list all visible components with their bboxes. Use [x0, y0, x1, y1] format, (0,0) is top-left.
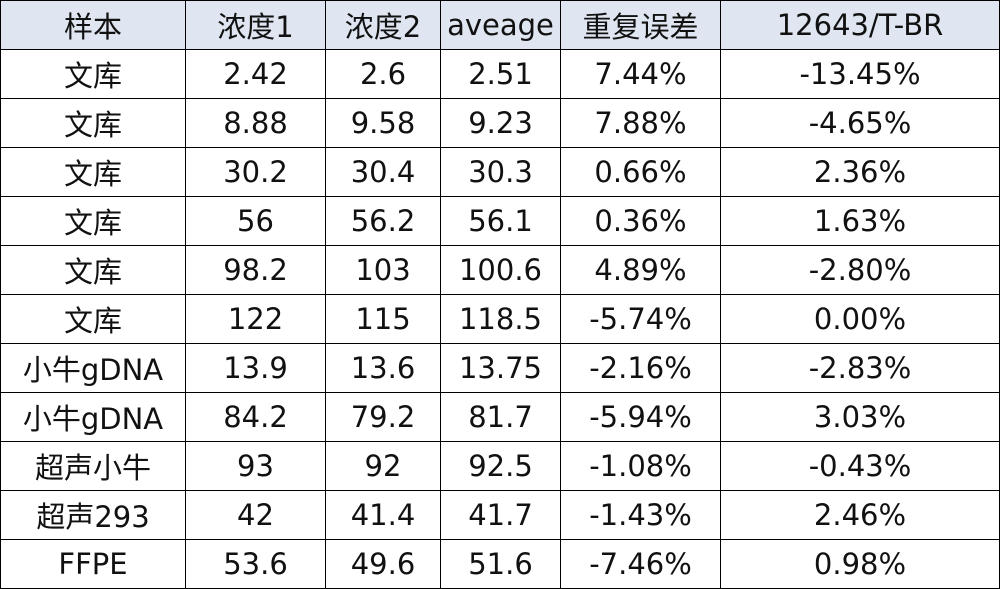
table-cell: -0.43%: [720, 441, 1000, 491]
table-row: 文库 98.2 103 100.6 4.89% -2.80%: [0, 245, 1000, 295]
table-cell: 103: [325, 245, 441, 295]
table-cell: -2.83%: [720, 343, 1000, 393]
table-cell: 41.4: [325, 490, 441, 540]
table-cell: 2.46%: [720, 490, 1000, 540]
table-cell: 8.88: [185, 98, 326, 148]
header-cell: 浓度1: [185, 0, 326, 50]
table-cell: 92: [325, 441, 441, 491]
table-row: 文库 8.88 9.58 9.23 7.88% -4.65%: [0, 98, 1000, 148]
table-cell: 56.2: [325, 196, 441, 246]
table-cell: 9.58: [325, 98, 441, 148]
table-cell: 0.98%: [720, 539, 1000, 589]
table-cell: 13.6: [325, 343, 441, 393]
table-cell: 4.89%: [560, 245, 721, 295]
table-cell: 文库: [0, 196, 186, 246]
table-cell: 42: [185, 490, 326, 540]
table-cell: 13.9: [185, 343, 326, 393]
table-cell: 98.2: [185, 245, 326, 295]
table-cell: 超声小牛: [0, 441, 186, 491]
table-cell: 超声293: [0, 490, 186, 540]
header-cell: 12643/T-BR: [720, 0, 1000, 50]
header-cell: 浓度2: [325, 0, 441, 50]
table-cell: 30.3: [440, 147, 561, 197]
table-cell: 文库: [0, 245, 186, 295]
table-cell: 56.1: [440, 196, 561, 246]
table-cell: 41.7: [440, 490, 561, 540]
table-cell: 0.66%: [560, 147, 721, 197]
table-row: 文库 2.42 2.6 2.51 7.44% -13.45%: [0, 49, 1000, 99]
table-cell: 7.88%: [560, 98, 721, 148]
table-row: 文库 56 56.2 56.1 0.36% 1.63%: [0, 196, 1000, 246]
header-row: 样本 浓度1 浓度2 aveage 重复误差 12643/T-BR: [0, 0, 1000, 50]
table-cell: 30.4: [325, 147, 441, 197]
table-cell: -7.46%: [560, 539, 721, 589]
table-cell: 81.7: [440, 392, 561, 442]
table-row: 文库 122 115 118.5 -5.74% 0.00%: [0, 294, 1000, 344]
table-cell: 1.63%: [720, 196, 1000, 246]
table-cell: 115: [325, 294, 441, 344]
table-cell: 文库: [0, 294, 186, 344]
table-row: 小牛gDNA 13.9 13.6 13.75 -2.16% -2.83%: [0, 343, 1000, 393]
table-cell: 51.6: [440, 539, 561, 589]
header-cell: aveage: [440, 0, 561, 50]
table-cell: 小牛gDNA: [0, 392, 186, 442]
table-cell: 0.00%: [720, 294, 1000, 344]
table-cell: 53.6: [185, 539, 326, 589]
table-cell: 2.36%: [720, 147, 1000, 197]
table-row: 超声293 42 41.4 41.7 -1.43% 2.46%: [0, 490, 1000, 540]
table-row: 文库 30.2 30.4 30.3 0.66% 2.36%: [0, 147, 1000, 197]
table-cell: 93: [185, 441, 326, 491]
table-cell: 49.6: [325, 539, 441, 589]
header-cell: 重复误差: [560, 0, 721, 50]
table-cell: -1.08%: [560, 441, 721, 491]
table-cell: 文库: [0, 147, 186, 197]
table-cell: -2.16%: [560, 343, 721, 393]
table-cell: 2.51: [440, 49, 561, 99]
table-cell: -2.80%: [720, 245, 1000, 295]
table-cell: -13.45%: [720, 49, 1000, 99]
table-cell: -5.94%: [560, 392, 721, 442]
table-cell: -5.74%: [560, 294, 721, 344]
table-cell: 2.42: [185, 49, 326, 99]
table-row: 小牛gDNA 84.2 79.2 81.7 -5.94% 3.03%: [0, 392, 1000, 442]
table-cell: 3.03%: [720, 392, 1000, 442]
table-cell: 92.5: [440, 441, 561, 491]
table-cell: 84.2: [185, 392, 326, 442]
table-cell: 小牛gDNA: [0, 343, 186, 393]
table-cell: 7.44%: [560, 49, 721, 99]
table-cell: 122: [185, 294, 326, 344]
table-cell: FFPE: [0, 539, 186, 589]
table-cell: -1.43%: [560, 490, 721, 540]
table-cell: 9.23: [440, 98, 561, 148]
table-cell: 100.6: [440, 245, 561, 295]
table-row: FFPE 53.6 49.6 51.6 -7.46% 0.98%: [0, 539, 1000, 589]
table-cell: 13.75: [440, 343, 561, 393]
table-cell: -4.65%: [720, 98, 1000, 148]
table-cell: 文库: [0, 98, 186, 148]
table-row: 超声小牛 93 92 92.5 -1.08% -0.43%: [0, 441, 1000, 491]
table-cell: 56: [185, 196, 326, 246]
header-cell: 样本: [0, 0, 186, 50]
table-cell: 2.6: [325, 49, 441, 99]
table-cell: 118.5: [440, 294, 561, 344]
table-cell: 30.2: [185, 147, 326, 197]
table-cell: 79.2: [325, 392, 441, 442]
table-cell: 0.36%: [560, 196, 721, 246]
table-cell: 文库: [0, 49, 186, 99]
